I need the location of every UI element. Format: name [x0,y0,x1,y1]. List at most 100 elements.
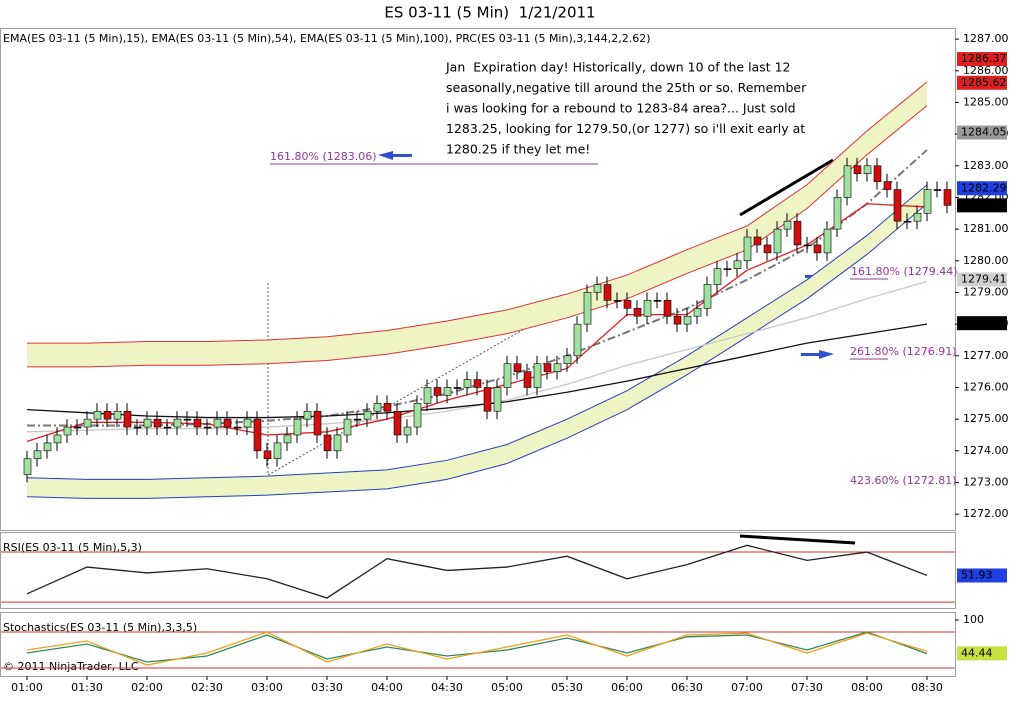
x-tick-label: 01:00 [11,681,43,694]
x-tick-label: 05:00 [491,681,523,694]
candle-body [593,284,602,293]
y-tick-label: 1287.00 [963,32,1009,45]
candle-body [243,418,252,428]
candle-body [353,418,362,421]
candle-body [733,260,742,270]
candle-body [333,434,342,452]
candle-body [653,300,662,302]
candle-body [923,189,932,214]
candle-body [553,363,562,372]
candle-body [783,220,792,230]
x-tick-label: 01:30 [71,681,103,694]
candle-body [903,220,912,223]
fib-label: 423.60% (1272.81) [850,474,957,487]
y-tick-label: 1283.00 [963,159,1009,172]
indicator-line [26,544,928,599]
x-tick-label: 05:30 [551,681,583,694]
candle-body [83,418,92,428]
candle-body [493,387,502,412]
candle-body [743,236,752,262]
candle-body [413,403,422,428]
price-marker [957,125,1007,140]
price-marker-label: 1281.75 [961,198,1007,211]
x-tick-label: 02:00 [131,681,163,694]
candle-body [823,228,832,254]
trend-line [739,534,856,545]
candle-body [313,410,322,436]
y-tick-label: 100 [963,613,984,626]
chart-title: ES 03-11 (5 Min) 1/21/2011 [384,4,595,22]
candle-body [503,363,512,388]
candle-body [73,426,82,429]
candle-body [893,189,902,222]
candle-body [843,165,852,198]
price-marker [957,568,1007,583]
candle-body [763,244,772,254]
price-marker [957,646,1007,661]
candle-body [383,403,392,412]
candle-body [793,220,802,246]
price-marker-label: 1284.05 [961,126,1007,139]
candle-body [143,418,152,428]
candle-body [203,426,212,429]
price-marker [957,316,1007,331]
candle-body [513,363,522,372]
candle-body [623,300,632,309]
x-tick-label: 02:30 [191,681,223,694]
x-tick-label: 04:00 [371,681,403,694]
candle-body [43,442,52,452]
candle-body [163,426,172,429]
band-upper [26,184,928,480]
candle-body [693,307,702,317]
candle-body [363,410,372,420]
candle-body [63,426,72,436]
candle-body [543,363,552,372]
candle-body [883,181,892,190]
indicator-legend: EMA(ES 03-11 (5 Min),15), EMA(ES 03-11 (… [3,32,651,45]
candle-body [283,434,292,444]
candle-body [233,426,242,429]
candle-body [573,323,582,357]
price-marker-label: 51.93 [961,568,993,581]
x-tick-label: 03:30 [311,681,343,694]
candle-body [773,228,782,254]
price-marker [957,75,1007,90]
candle-body [433,387,442,396]
band-upper [27,81,928,344]
note-line: 1280.25 if they let me! [446,142,590,157]
candle-body [603,284,612,301]
candle-body [533,363,542,388]
note-line: 1283.25, looking for 1279.50,(or 1277) s… [446,121,805,136]
candle-body [443,387,452,396]
candle-body [263,450,272,460]
candle-body [453,387,462,389]
stoch-panel [0,612,956,677]
candle-body [703,284,712,309]
price-marker-label: 1278.03 [961,316,1007,329]
candle-body [293,418,302,436]
candle-body [853,165,862,174]
candle-body [373,403,382,412]
x-tick-label: 04:30 [431,681,463,694]
note-line: seasonally,negative till around the 25th… [446,80,807,95]
candle-body [713,268,722,285]
candle-body [423,387,432,404]
candle-body [213,418,222,428]
x-tick-label: 06:00 [611,681,643,694]
arrow [378,151,412,160]
candle-body [933,189,942,191]
candle-body [343,418,352,436]
candle-body [403,426,412,436]
candle-body [253,418,262,452]
panel-title: Stochastics(ES 03-11 (5 Min),3,3,5) [3,621,197,634]
price-marker-label: 1285.62 [961,76,1007,89]
candle-body [863,165,872,174]
rsi-panel [0,532,956,609]
y-tick-label: 1275.00 [963,412,1009,425]
note-line: i was looking for a rebound to 1283-84 a… [446,101,796,116]
x-tick-label: 08:00 [851,681,883,694]
candle-body [913,212,922,222]
y-tick-label: 1276.00 [963,380,1009,393]
candle-body [123,410,132,428]
fib-label: 161.80% (1283.06) [270,150,377,163]
